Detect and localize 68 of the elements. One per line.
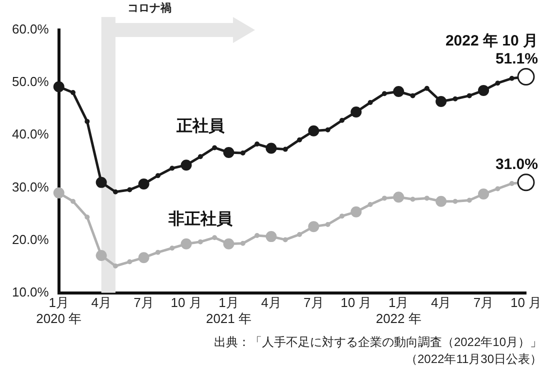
point bbox=[70, 90, 76, 96]
point bbox=[452, 198, 458, 204]
x-tick-label: 4月 bbox=[261, 295, 282, 310]
point bbox=[127, 259, 132, 264]
point bbox=[198, 154, 203, 160]
point bbox=[155, 173, 160, 178]
x-tick-label: 1月 2021 年 bbox=[206, 295, 252, 326]
point bbox=[282, 237, 288, 242]
point bbox=[339, 118, 344, 123]
source-note: 出典：「人手不足に対する企業の動向調査（2022年10月）」 bbox=[214, 334, 542, 351]
point bbox=[155, 250, 160, 255]
x-tick-label: 10 月 bbox=[170, 295, 202, 310]
text: （2022年11月30日公表） bbox=[404, 351, 542, 368]
y-tick-label: 60.0% bbox=[12, 22, 50, 37]
x-tick-label: 4月 bbox=[430, 295, 452, 310]
band-label: コロナ禍 bbox=[127, 2, 172, 15]
y-tick-label: 50.0% bbox=[12, 74, 50, 90]
point bbox=[127, 187, 132, 192]
point bbox=[382, 196, 387, 201]
point bbox=[466, 93, 472, 98]
point bbox=[170, 166, 175, 171]
point bbox=[466, 198, 472, 203]
point bbox=[368, 202, 373, 207]
data-label: 51.1% bbox=[495, 50, 538, 68]
point bbox=[410, 196, 416, 202]
point bbox=[254, 233, 260, 238]
point bbox=[212, 145, 218, 150]
y-tick-label: 20.0% bbox=[12, 232, 50, 247]
point bbox=[325, 222, 330, 227]
point bbox=[112, 189, 118, 194]
point bbox=[212, 235, 218, 240]
point bbox=[297, 137, 302, 142]
point bbox=[70, 198, 76, 204]
point bbox=[198, 239, 203, 244]
point bbox=[84, 214, 90, 220]
point bbox=[170, 246, 175, 251]
annotation: 2022 年 10 月 bbox=[445, 32, 538, 50]
point bbox=[240, 150, 246, 156]
point bbox=[495, 80, 500, 86]
point bbox=[84, 118, 90, 124]
point bbox=[424, 86, 430, 91]
point bbox=[382, 91, 387, 96]
point bbox=[339, 214, 344, 219]
series-label: 正社員 bbox=[175, 117, 226, 136]
point bbox=[325, 127, 330, 132]
x-tick-label: 4月 bbox=[91, 295, 112, 310]
point bbox=[282, 146, 288, 152]
x-tick-label: 7月 bbox=[134, 295, 154, 310]
point bbox=[424, 196, 430, 201]
x-tick-label: 10 月 bbox=[340, 295, 372, 310]
point bbox=[509, 76, 514, 81]
point bbox=[297, 232, 302, 237]
point bbox=[509, 180, 514, 186]
point bbox=[495, 186, 500, 192]
y-tick-label: 40.0% bbox=[12, 126, 50, 142]
x-tick-label: 7月 bbox=[473, 295, 494, 310]
point bbox=[112, 263, 118, 268]
data-label: 31.0% bbox=[495, 156, 538, 174]
x-tick-label: 1月 2022 年 bbox=[376, 295, 422, 326]
point bbox=[254, 142, 260, 147]
x-tick-label: 7月 bbox=[304, 295, 324, 310]
series-label: 非正社員 bbox=[167, 210, 234, 228]
y-tick-label: 30.0% bbox=[12, 179, 50, 194]
point bbox=[452, 96, 458, 102]
point bbox=[410, 93, 416, 98]
point bbox=[240, 240, 246, 246]
x-tick-label: 10 月 bbox=[510, 295, 542, 310]
point bbox=[368, 100, 373, 106]
